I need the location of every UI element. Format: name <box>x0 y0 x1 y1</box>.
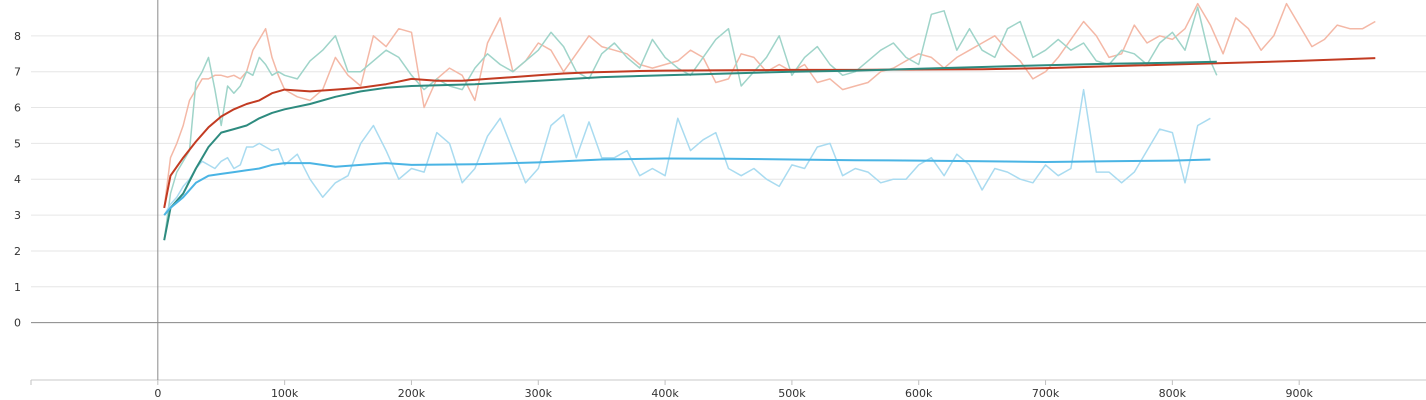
smoothed-series-line <box>163 60 1217 241</box>
x-tick-label: 500k <box>778 387 806 400</box>
x-tick-label: 0 <box>154 387 161 400</box>
y-tick-label: 4 <box>14 173 21 186</box>
x-tick-label: 900k <box>1285 387 1313 400</box>
y-tick-label: 5 <box>14 137 21 150</box>
x-tick-label: 600k <box>905 387 933 400</box>
chart-axes <box>30 0 1426 385</box>
raw-series-line <box>163 6 1218 241</box>
y-tick-label: 7 <box>14 66 21 79</box>
x-tick-label: 800k <box>1159 387 1187 400</box>
x-tick-label: 400k <box>651 387 679 400</box>
x-tick-label: 700k <box>1032 387 1060 400</box>
x-tick-label: 300k <box>525 387 553 400</box>
y-tick-label: 0 <box>14 317 21 330</box>
smoothed-series-line <box>163 57 1376 209</box>
y-tick-label: 1 <box>14 281 21 294</box>
y-tick-label: 3 <box>14 209 21 222</box>
x-tick-label: 200k <box>398 387 426 400</box>
smoothed-series-line <box>163 157 1211 216</box>
raw-series-line <box>163 88 1211 216</box>
y-tick-label: 8 <box>14 30 21 43</box>
tick-labels: 0 1 2 3 4 5 6 7 8 0 100k 200k 300k 400k 500k 600k 700k 80… <box>14 30 1313 400</box>
series-lines <box>163 2 1376 241</box>
y-tick-label: 2 <box>14 245 21 258</box>
grid-lines <box>31 35 1426 324</box>
x-tick-label: 100k <box>271 387 299 400</box>
y-tick-label: 6 <box>14 102 21 115</box>
